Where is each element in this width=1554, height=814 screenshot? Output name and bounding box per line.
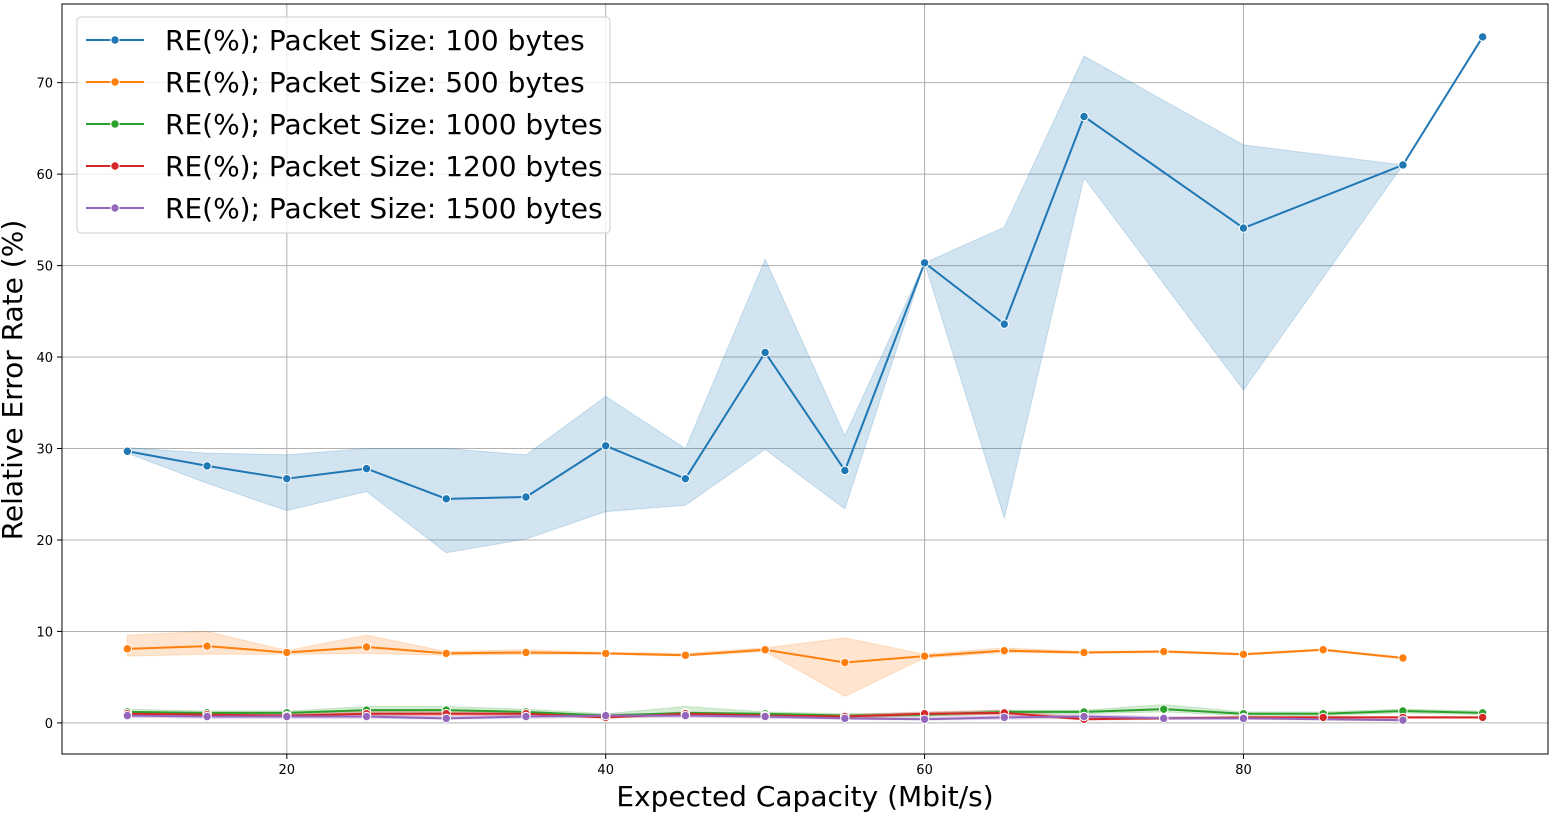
plot-frame: [61, 3, 1549, 755]
data-point-series-0: [680, 473, 691, 484]
legend-marker-0: [110, 35, 120, 45]
data-point-series-0: [1079, 111, 1089, 122]
data-point-series-1: [600, 648, 611, 659]
data-point-series-3: [1318, 712, 1328, 723]
data-point-series-0: [600, 441, 611, 451]
x-tick-label: 60: [916, 763, 933, 778]
data-point-series-3: [1477, 712, 1488, 723]
series-line-4: [127, 714, 1403, 722]
data-point-series-0: [760, 347, 770, 358]
series-line-3: [127, 711, 1483, 721]
data-point-series-2: [1159, 704, 1169, 714]
data-point-series-0: [1477, 32, 1488, 42]
x-tick-label: 40: [597, 763, 614, 778]
legend-label-3: RE(%); Packet Size: 1200 bytes: [165, 150, 603, 183]
data-point-series-0: [202, 461, 212, 471]
data-point-series-1: [1238, 649, 1249, 660]
y-tick-label: 40: [36, 351, 53, 366]
x-tick-label: 20: [279, 763, 296, 778]
y-tick-label: 20: [36, 534, 53, 549]
data-point-series-4: [1079, 711, 1089, 722]
legend-box: [76, 16, 611, 234]
data-point-series-4: [600, 710, 611, 721]
data-point-series-4: [919, 714, 930, 724]
x-axis-label: Expected Capacity (Mbit/s): [616, 780, 993, 813]
data-point-series-4: [521, 711, 531, 722]
data-point-series-1: [1159, 646, 1169, 657]
y-tick-label: 50: [36, 260, 53, 275]
data-point-series-4: [1398, 715, 1408, 725]
series-line-0: [127, 36, 1484, 500]
data-point-series-1: [202, 641, 212, 651]
data-point-series-1: [919, 651, 930, 661]
data-point-series-0: [840, 465, 850, 476]
data-point-series-1: [122, 644, 133, 654]
data-point-series-4: [760, 711, 770, 722]
y-tick-label: 0: [45, 717, 53, 732]
data-point-series-4: [202, 711, 212, 722]
legend-marker-3: [110, 161, 120, 171]
data-point-series-1: [282, 647, 292, 658]
data-point-series-4: [1238, 713, 1249, 724]
data-point-series-4: [361, 711, 372, 722]
legend-marker-1: [110, 77, 120, 87]
data-point-series-0: [361, 463, 372, 474]
data-point-series-1: [680, 650, 691, 660]
grid-lines: [62, 4, 1548, 754]
data-point-series-4: [1159, 713, 1169, 724]
data-point-series-0: [441, 494, 451, 504]
data-point-series-1: [441, 648, 451, 659]
series-line-2: [127, 708, 1483, 717]
data-point-series-1: [521, 647, 531, 658]
data-point-series-0: [919, 258, 930, 268]
x-tick-label: 80: [1235, 763, 1252, 778]
data-point-series-4: [999, 712, 1010, 723]
data-point-series-0: [1398, 160, 1408, 170]
y-axis-label: Relative Error Rate (%): [0, 220, 29, 541]
data-point-series-1: [760, 645, 770, 655]
data-point-series-4: [840, 713, 850, 724]
y-tick-label: 60: [36, 168, 53, 183]
data-point-series-4: [122, 710, 133, 721]
data-point-series-4: [441, 713, 451, 724]
data-point-series-0: [282, 473, 292, 484]
data-point-series-4: [282, 711, 292, 722]
legend-marker-2: [110, 119, 120, 129]
legend: RE(%); Packet Size: 100 bytes RE(%); Pack…: [76, 16, 611, 234]
data-point-series-1: [1398, 653, 1408, 663]
legend-label-1: RE(%); Packet Size: 500 bytes: [165, 66, 585, 99]
legend-label-4: RE(%); Packet Size: 1500 bytes: [165, 192, 603, 225]
legend-label-2: RE(%); Packet Size: 1000 bytes: [165, 108, 603, 141]
data-point-series-1: [999, 645, 1010, 656]
data-point-series-1: [1318, 645, 1328, 655]
y-axis-ticks: 0 10 20 30 40 50 60 70: [36, 77, 62, 732]
x-axis-ticks: 20 40 60 80: [279, 754, 1252, 778]
legend-marker-4: [110, 203, 120, 213]
data-point-series-0: [521, 492, 531, 502]
y-tick-label: 30: [36, 443, 53, 458]
data-point-series-0: [999, 319, 1010, 329]
data-point-series-0: [122, 446, 133, 456]
data-point-series-4: [680, 710, 691, 721]
legend-label-0: RE(%); Packet Size: 100 bytes: [165, 24, 585, 57]
y-tick-label: 70: [36, 77, 53, 92]
data-point-series-0: [1238, 223, 1249, 233]
series-points: [122, 32, 1488, 725]
y-tick-label: 10: [36, 625, 53, 640]
data-point-series-1: [361, 642, 372, 652]
data-point-series-1: [1079, 647, 1089, 658]
data-point-series-1: [840, 657, 850, 668]
